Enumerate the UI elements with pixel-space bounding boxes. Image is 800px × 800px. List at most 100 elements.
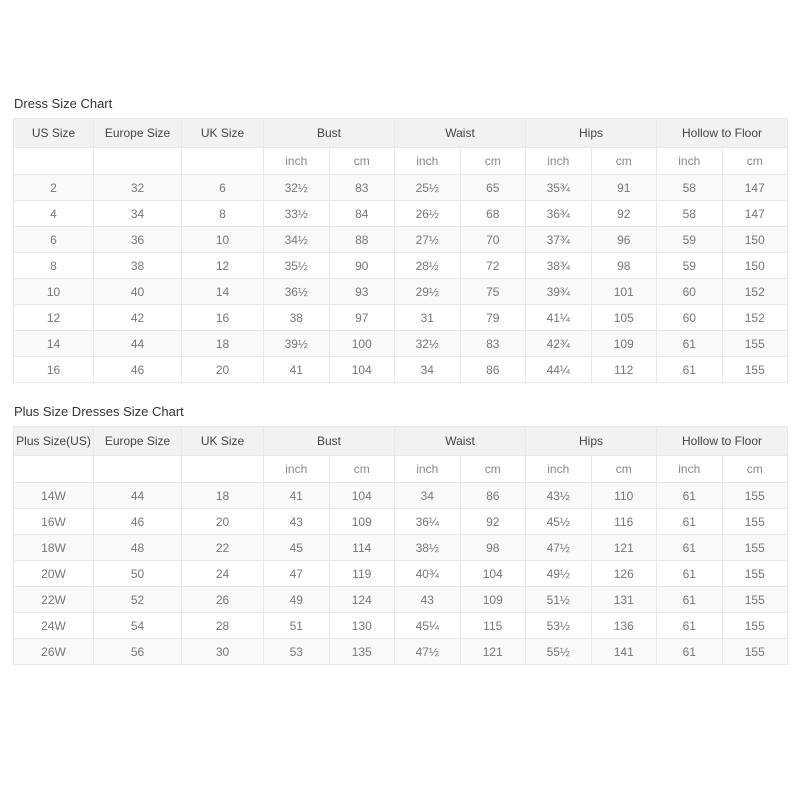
data-cell: 36 [93, 226, 182, 253]
data-cell: 14 [13, 330, 94, 357]
data-cell: 26 [181, 586, 264, 613]
data-cell: 155 [721, 508, 788, 535]
data-cell: 86 [459, 356, 526, 383]
column-header: US Size [13, 118, 94, 148]
dress-size-chart-title: Dress Size Chart [14, 96, 113, 111]
size-chart-page: Dress Size Chart US Size Europe Size UK Si… [13, 96, 788, 665]
size-row: 4 34 8 33½ 84 26½ 68 36¾ 92 58 147 [13, 200, 788, 227]
data-cell: 104 [459, 560, 526, 587]
data-cell: 12 [13, 304, 94, 331]
data-cell: 61 [656, 508, 723, 535]
data-cell: 42 [93, 304, 182, 331]
data-cell: 155 [721, 330, 788, 357]
data-cell: 131 [590, 586, 657, 613]
column-header: Waist [394, 426, 526, 456]
data-cell: 56 [93, 638, 182, 665]
data-cell: 119 [328, 560, 395, 587]
plus-size-chart-table: Plus Size(US) Europe Size UK Size Bust Waist… [13, 426, 788, 665]
empty-cell [13, 455, 94, 483]
data-cell: 86 [459, 482, 526, 509]
data-cell: 10 [13, 278, 94, 305]
data-cell: 70 [459, 226, 526, 253]
data-cell: 29½ [394, 278, 461, 305]
data-cell: 16 [13, 356, 94, 383]
data-cell: 147 [721, 200, 788, 227]
size-row: 8 38 12 35½ 90 28½ 72 38¾ 98 59 150 [13, 252, 788, 279]
data-cell: 39¾ [525, 278, 592, 305]
data-cell: 98 [459, 534, 526, 561]
data-cell: 53½ [525, 612, 592, 639]
data-cell: 60 [656, 304, 723, 331]
empty-cell [93, 455, 182, 483]
data-cell: 115 [459, 612, 526, 639]
size-row: 14W 44 18 41 104 34 86 43½ 110 61 155 [13, 482, 788, 509]
empty-cell [93, 147, 182, 175]
data-cell: 42¾ [525, 330, 592, 357]
data-cell: 48 [93, 534, 182, 561]
data-cell: 10 [181, 226, 264, 253]
data-cell: 124 [328, 586, 395, 613]
column-header: UK Size [181, 426, 264, 456]
data-cell: 40 [93, 278, 182, 305]
size-row: 16W 46 20 43 109 36¼ 92 45½ 116 61 155 [13, 508, 788, 535]
data-cell: 32 [93, 174, 182, 201]
data-cell: 65 [459, 174, 526, 201]
data-cell: 90 [328, 252, 395, 279]
data-cell: 53 [263, 638, 330, 665]
data-cell: 16 [181, 304, 264, 331]
data-cell: 100 [328, 330, 395, 357]
data-cell: 75 [459, 278, 526, 305]
data-cell: 61 [656, 560, 723, 587]
unit-cell: cm [459, 455, 526, 483]
header-row: Plus Size(US) Europe Size UK Size Bust Waist… [13, 426, 788, 456]
data-cell: 20W [13, 560, 94, 587]
data-cell: 22W [13, 586, 94, 613]
data-cell: 155 [721, 638, 788, 665]
data-cell: 24W [13, 612, 94, 639]
data-cell: 93 [328, 278, 395, 305]
data-cell: 58 [656, 200, 723, 227]
data-cell: 51½ [525, 586, 592, 613]
data-cell: 26W [13, 638, 94, 665]
data-cell: 51 [263, 612, 330, 639]
data-cell: 121 [590, 534, 657, 561]
size-row: 18W 48 22 45 114 38½ 98 47½ 121 61 155 [13, 534, 788, 561]
data-cell: 155 [721, 612, 788, 639]
data-cell: 109 [328, 508, 395, 535]
data-cell: 44 [93, 482, 182, 509]
data-cell: 104 [328, 482, 395, 509]
data-cell: 47 [263, 560, 330, 587]
data-cell: 43 [263, 508, 330, 535]
data-cell: 83 [328, 174, 395, 201]
data-cell: 49½ [525, 560, 592, 587]
column-header: Europe Size [93, 426, 182, 456]
data-cell: 101 [590, 278, 657, 305]
data-cell: 55½ [525, 638, 592, 665]
unit-cell: inch [656, 147, 723, 175]
unit-row: inch cm inch cm inch cm inch cm [13, 455, 788, 483]
size-row: 20W 50 24 47 119 40¾ 104 49½ 126 61 155 [13, 560, 788, 587]
data-cell: 84 [328, 200, 395, 227]
data-cell: 24 [181, 560, 264, 587]
unit-cell: cm [721, 147, 788, 175]
data-cell: 43½ [525, 482, 592, 509]
data-cell: 4 [13, 200, 94, 227]
data-cell: 135 [328, 638, 395, 665]
unit-row: inch cm inch cm inch cm inch cm [13, 147, 788, 175]
data-cell: 34 [394, 356, 461, 383]
column-header: Plus Size(US) [13, 426, 94, 456]
data-cell: 83 [459, 330, 526, 357]
unit-cell: inch [525, 147, 592, 175]
data-cell: 59 [656, 252, 723, 279]
data-cell: 45 [263, 534, 330, 561]
unit-cell: inch [525, 455, 592, 483]
data-cell: 33½ [263, 200, 330, 227]
data-cell: 155 [721, 534, 788, 561]
data-cell: 46 [93, 356, 182, 383]
data-cell: 32½ [263, 174, 330, 201]
data-cell: 72 [459, 252, 526, 279]
data-cell: 34 [394, 482, 461, 509]
size-row: 10 40 14 36½ 93 29½ 75 39¾ 101 60 152 [13, 278, 788, 305]
data-cell: 38 [263, 304, 330, 331]
data-cell: 150 [721, 252, 788, 279]
